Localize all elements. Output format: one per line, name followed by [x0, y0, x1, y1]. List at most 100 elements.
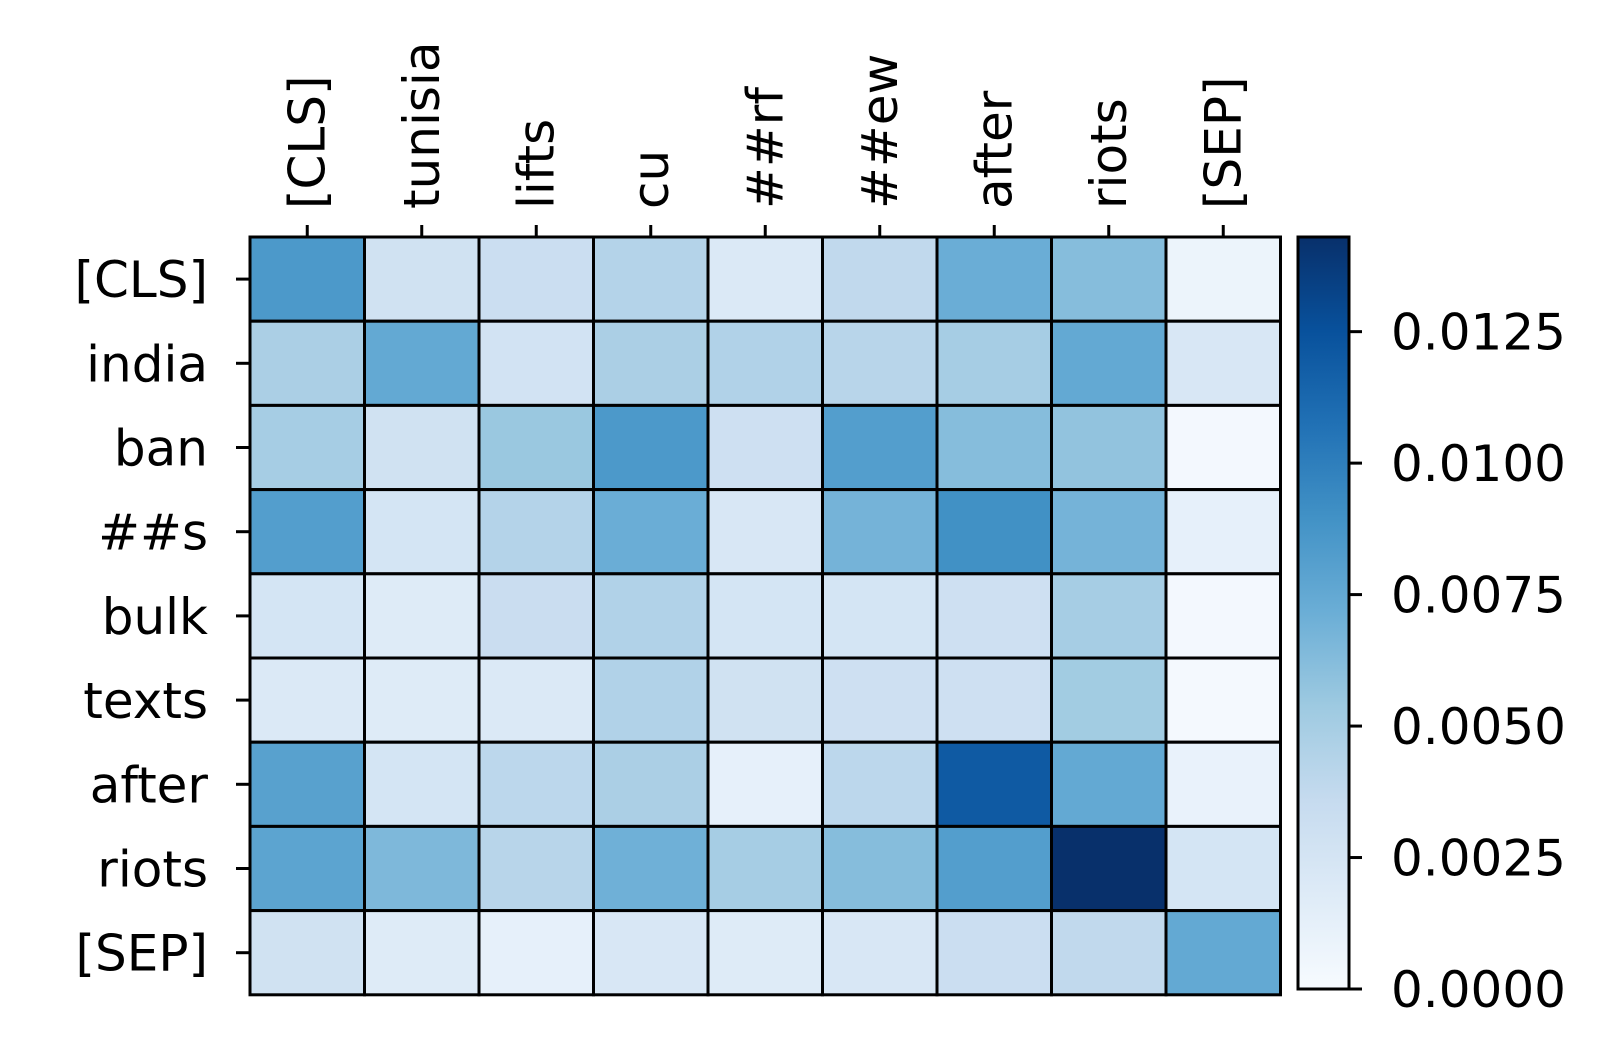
heatmap-cell: [706, 740, 824, 828]
heatmap-cell: [706, 403, 824, 492]
heatmap-cells: [248, 235, 1282, 997]
heatmap-cell: [477, 740, 595, 828]
heatmap-cell: [477, 488, 595, 576]
heatmap-cell: [1164, 656, 1282, 744]
heatmap-cell: [363, 909, 481, 997]
heatmap-cell: [363, 488, 481, 576]
heatmap-cell: [592, 824, 710, 913]
heatmap-cell: [477, 824, 595, 913]
heatmap-cell: [935, 403, 1053, 492]
heatmap-cell: [592, 656, 710, 744]
heatmap-cell: [592, 235, 710, 323]
y-tick-label: after: [90, 756, 209, 814]
y-axis-ticks: [CLS] india ban ##s bulk texts after riots [SEP]: [74, 251, 250, 983]
x-tick-label: lifts: [507, 119, 565, 209]
y-tick-label: [CLS]: [74, 251, 208, 309]
y-tick-label: [SEP]: [76, 925, 209, 983]
colorbar-tick-label: 0.0000: [1391, 961, 1566, 1019]
heatmap-cell: [1164, 319, 1282, 407]
heatmap-cell: [821, 235, 939, 323]
heatmap-cell: [248, 235, 366, 323]
heatmap-cell: [706, 909, 824, 997]
heatmap-cell: [477, 572, 595, 660]
x-tick-label: ##ew: [851, 54, 909, 209]
heatmap-cell: [1050, 909, 1168, 997]
heatmap-cell: [592, 403, 710, 492]
heatmap-cell: [248, 488, 366, 576]
heatmap-cell: [935, 235, 1053, 323]
heatmap-cell: [935, 572, 1053, 660]
heatmap-cell: [592, 319, 710, 407]
heatmap-cell: [248, 740, 366, 828]
x-tick-label: [CLS]: [278, 75, 336, 209]
heatmap-cell: [477, 403, 595, 492]
heatmap-cell: [1164, 488, 1282, 576]
heatmap-cell: [592, 488, 710, 576]
heatmap-cell: [821, 488, 939, 576]
heatmap-cell: [1050, 656, 1168, 744]
heatmap-cell: [1164, 909, 1282, 997]
heatmap-cell: [935, 824, 1053, 913]
heatmap-cell: [935, 909, 1053, 997]
heatmap-cell: [821, 572, 939, 660]
x-tick-label: riots: [1080, 98, 1138, 209]
heatmap-cell: [248, 403, 366, 492]
heatmap-cell: [1050, 740, 1168, 828]
heatmap-cell: [1164, 740, 1282, 828]
heatmap-cell: [935, 488, 1053, 576]
heatmap-cell: [248, 824, 366, 913]
colorbar-tick-label: 0.0125: [1391, 304, 1566, 362]
colorbar-gradient: [1296, 235, 1351, 991]
heatmap-cell: [592, 909, 710, 997]
y-tick-label: ##s: [98, 504, 208, 562]
colorbar-tick-label: 0.0025: [1391, 830, 1566, 888]
heatmap-cell: [935, 656, 1053, 744]
heatmap-cell: [935, 319, 1053, 407]
heatmap-cell: [1050, 488, 1168, 576]
y-tick-label: bulk: [102, 588, 208, 646]
y-tick-label: texts: [83, 672, 208, 730]
heatmap-cell: [1050, 824, 1168, 913]
heatmap-cell: [363, 235, 481, 323]
heatmap-cell: [1164, 235, 1282, 323]
heatmap-cell: [821, 656, 939, 744]
heatmap-cell: [706, 319, 824, 407]
heatmap-cell: [821, 319, 939, 407]
heatmap-cell: [1164, 572, 1282, 660]
colorbar-ticks: 0.0000 0.0025 0.0050 0.0075 0.0100 0.0125: [1349, 304, 1566, 1019]
heatmap-cell: [821, 824, 939, 913]
heatmap-cell: [363, 740, 481, 828]
heatmap-cell: [592, 572, 710, 660]
heatmap-cell: [821, 403, 939, 492]
heatmap-cell: [706, 235, 824, 323]
y-tick-label: ban: [114, 420, 208, 478]
heatmap-cell: [363, 656, 481, 744]
colorbar-tick-label: 0.0100: [1391, 435, 1566, 493]
heatmap-cell: [1050, 403, 1168, 492]
y-tick-label: india: [86, 335, 208, 393]
x-tick-label: cu: [622, 150, 680, 209]
heatmap-cell: [592, 740, 710, 828]
heatmap-cell: [1050, 319, 1168, 407]
heatmap-cell: [477, 909, 595, 997]
x-tick-label: [SEP]: [1194, 77, 1252, 210]
heatmap-cell: [1050, 572, 1168, 660]
x-tick-label: tunisia: [393, 42, 451, 209]
colorbar-tick-label: 0.0050: [1391, 698, 1566, 756]
colorbar-tick-label: 0.0075: [1391, 567, 1566, 625]
heatmap-cell: [935, 740, 1053, 828]
x-axis-ticks: [CLS] tunisia lifts cu ##rf ##ew after riots [SE…: [278, 42, 1252, 237]
heatmap-cell: [706, 824, 824, 913]
heatmap-cell: [363, 319, 481, 407]
heatmap-cell: [248, 572, 366, 660]
heatmap-cell: [477, 235, 595, 323]
heatmap-cell: [706, 572, 824, 660]
heatmap-cell: [706, 488, 824, 576]
heatmap-cell: [477, 319, 595, 407]
heatmap-cell: [477, 656, 595, 744]
heatmap-cell: [363, 824, 481, 913]
heatmap-cell: [248, 656, 366, 744]
y-tick-label: riots: [97, 841, 208, 899]
x-tick-label: after: [965, 90, 1023, 209]
